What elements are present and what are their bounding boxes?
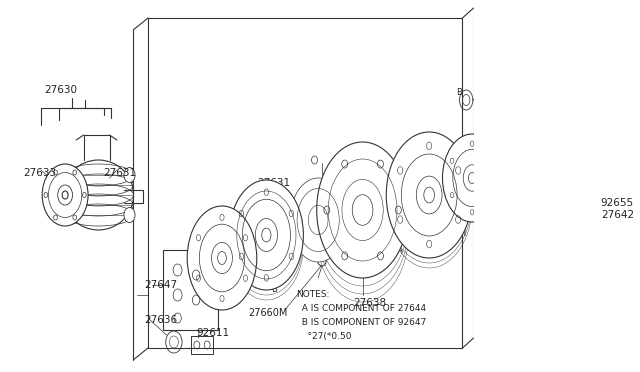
Text: 27642: 27642: [601, 210, 634, 220]
Ellipse shape: [442, 134, 502, 222]
Ellipse shape: [188, 206, 257, 310]
Text: NOTES:: NOTES:: [296, 290, 330, 299]
Text: 92715: 92715: [226, 222, 259, 232]
Ellipse shape: [482, 88, 489, 98]
Text: 27630: 27630: [44, 85, 77, 95]
Polygon shape: [163, 250, 218, 330]
Ellipse shape: [290, 178, 346, 262]
Text: A: A: [397, 246, 403, 254]
Ellipse shape: [317, 142, 408, 278]
Text: A: A: [334, 198, 340, 206]
Bar: [191, 336, 213, 354]
Text: 92725: 92725: [426, 182, 459, 192]
Text: 27641: 27641: [317, 188, 350, 198]
Text: 27631: 27631: [257, 178, 291, 188]
Text: 27631: 27631: [104, 168, 137, 178]
Text: 27633: 27633: [24, 168, 57, 178]
Ellipse shape: [229, 180, 303, 290]
Text: 92655: 92655: [601, 198, 634, 208]
Ellipse shape: [124, 167, 135, 183]
Bar: [497, 86, 505, 94]
Ellipse shape: [124, 208, 135, 222]
Text: A: A: [349, 196, 355, 205]
Text: B: B: [271, 285, 276, 295]
Text: B IS COMPONENT OF 92647: B IS COMPONENT OF 92647: [296, 318, 426, 327]
Ellipse shape: [42, 164, 88, 226]
Text: °27(*0.50: °27(*0.50: [296, 332, 351, 341]
Text: 27636: 27636: [144, 315, 177, 325]
Text: 27635: 27635: [330, 186, 362, 196]
Ellipse shape: [63, 160, 134, 230]
Text: A IS COMPONENT OF 27644: A IS COMPONENT OF 27644: [296, 304, 426, 313]
Text: 27647: 27647: [144, 280, 177, 290]
Text: 27660M: 27660M: [428, 228, 467, 238]
Text: B: B: [456, 87, 461, 96]
Ellipse shape: [387, 132, 472, 258]
Text: 27660M: 27660M: [248, 308, 287, 318]
Text: 27638: 27638: [354, 298, 387, 308]
Text: 92611: 92611: [196, 328, 229, 338]
Ellipse shape: [62, 191, 68, 199]
Text: B: B: [247, 244, 253, 253]
